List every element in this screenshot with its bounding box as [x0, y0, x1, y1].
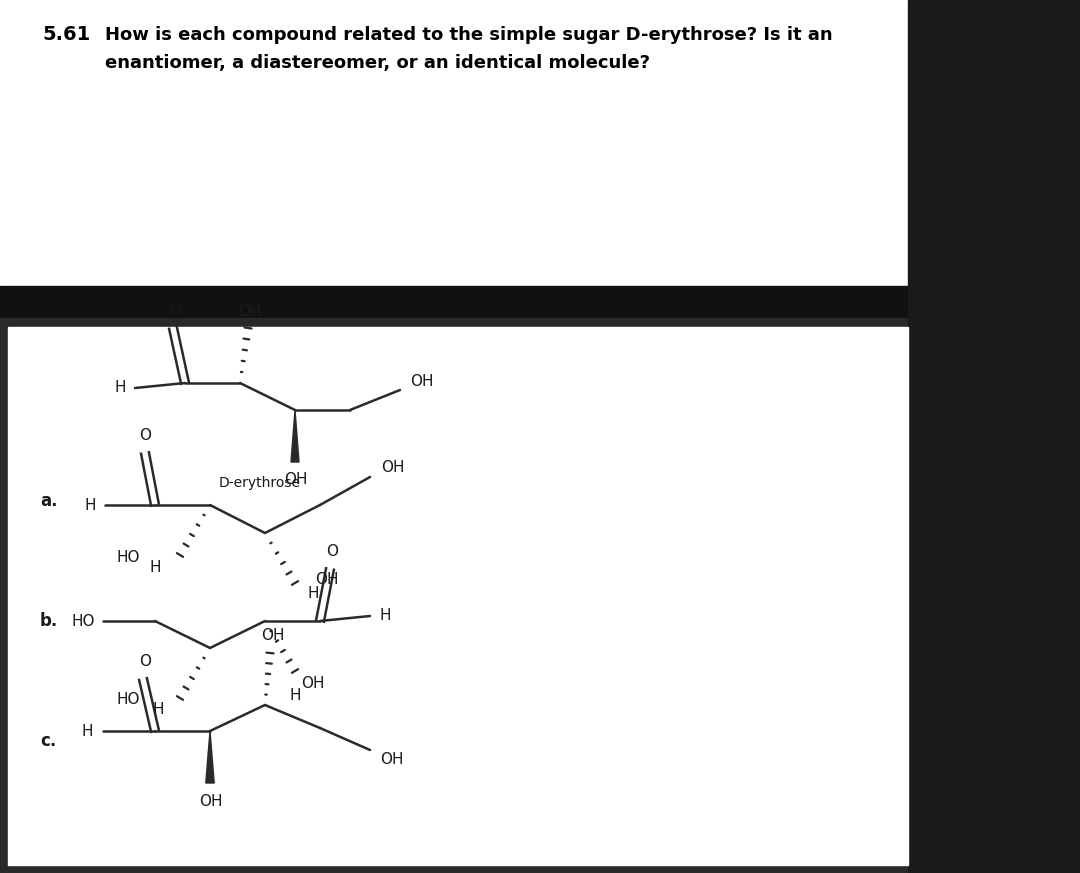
Text: HO: HO — [117, 692, 139, 707]
Text: O: O — [326, 545, 338, 560]
Text: H: H — [149, 560, 161, 574]
Text: OH: OH — [380, 753, 404, 767]
Polygon shape — [291, 410, 299, 462]
Text: OH: OH — [381, 460, 405, 476]
Polygon shape — [206, 731, 214, 783]
Text: OH: OH — [239, 304, 261, 319]
Text: 5.61: 5.61 — [42, 25, 91, 45]
Text: OH: OH — [315, 573, 339, 588]
Text: H: H — [307, 586, 319, 601]
Text: HO: HO — [71, 614, 95, 629]
Text: How is each compound related to the simple sugar D-erythrose? Is it an: How is each compound related to the simp… — [105, 26, 833, 44]
Text: OH: OH — [199, 794, 222, 808]
Bar — [908, 0, 1080, 873]
Text: H: H — [152, 703, 164, 718]
Text: O: O — [139, 655, 151, 670]
Text: enantiomer, a diastereomer, or an identical molecule?: enantiomer, a diastereomer, or an identi… — [105, 54, 650, 72]
Text: D-erythrose: D-erythrose — [219, 476, 301, 490]
Text: H: H — [289, 688, 300, 703]
Text: b.: b. — [40, 612, 58, 630]
Text: OH: OH — [301, 676, 325, 691]
Text: OH: OH — [284, 472, 308, 487]
Text: HO: HO — [117, 549, 139, 565]
Text: a.: a. — [40, 492, 57, 510]
Text: H: H — [81, 724, 93, 739]
Text: H: H — [379, 608, 391, 623]
Text: c.: c. — [40, 732, 56, 750]
Text: OH: OH — [261, 628, 285, 643]
Bar — [0, 318, 1080, 873]
Text: OH: OH — [410, 375, 434, 389]
Bar — [0, 0, 1080, 288]
Bar — [0, 286, 1080, 318]
Text: O: O — [139, 429, 151, 443]
Text: H: H — [114, 381, 125, 395]
Bar — [8, 327, 908, 865]
Text: H: H — [84, 498, 96, 512]
Text: O: O — [168, 303, 181, 318]
